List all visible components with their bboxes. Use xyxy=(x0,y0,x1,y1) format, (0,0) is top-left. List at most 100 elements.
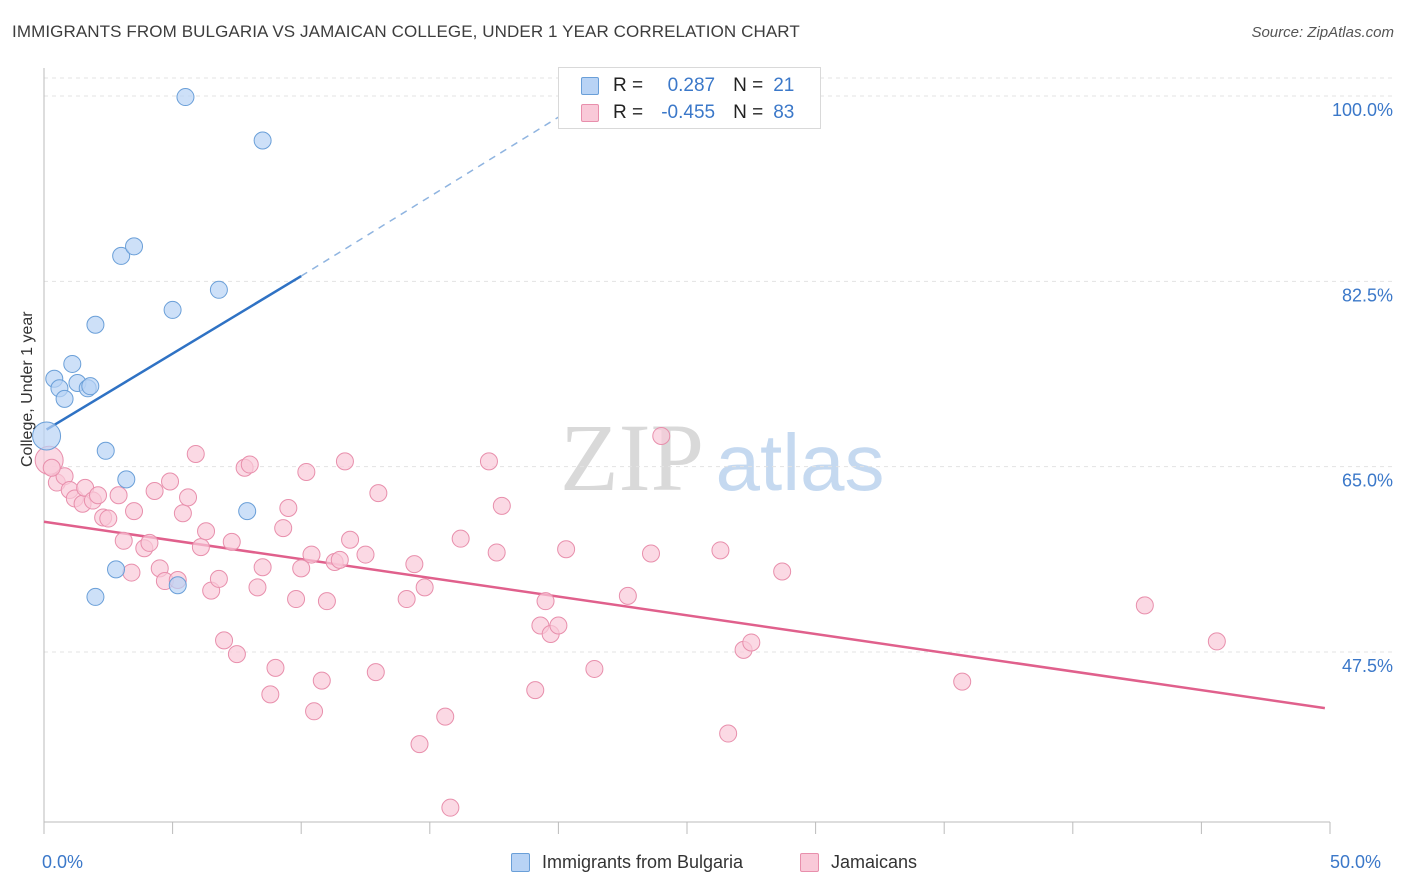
n-value: 21 xyxy=(773,75,795,96)
jamaicans-point xyxy=(109,486,128,505)
jamaicans-point xyxy=(652,426,671,445)
bulgaria-point xyxy=(168,576,187,595)
jamaicans-point xyxy=(274,519,293,538)
jamaicans-point xyxy=(317,592,336,611)
bulgaria-point xyxy=(32,421,62,451)
trend-lines xyxy=(43,100,1326,710)
jamaicans-point xyxy=(366,663,385,682)
jamaicans-point xyxy=(161,472,180,491)
jamaicans-point xyxy=(479,452,498,471)
jamaicans-point xyxy=(122,563,141,582)
jamaicans-point xyxy=(253,558,272,577)
jamaicans-point xyxy=(335,452,354,471)
jamaicans-point xyxy=(487,543,506,562)
r-value: -0.455 xyxy=(661,102,716,123)
jamaicans-point xyxy=(302,545,321,564)
legend-label-jamaicans: Jamaicans xyxy=(831,852,918,872)
bulgaria-point xyxy=(117,470,136,489)
y-tick-label: 47.5% xyxy=(1342,656,1393,676)
jamaicans-point xyxy=(1135,596,1154,615)
jamaicans-point xyxy=(492,496,511,515)
y-tick-label: 65.0% xyxy=(1342,471,1393,491)
jamaicans-point xyxy=(356,545,375,564)
x-tick-label-max: 50.0% xyxy=(1330,852,1382,872)
jamaicans-point xyxy=(415,578,434,597)
jamaicans-trend-line xyxy=(43,520,1326,710)
jamaicans-point xyxy=(557,540,576,559)
bulgaria-legend-swatch xyxy=(511,853,530,872)
jamaicans-point xyxy=(261,685,280,704)
jamaicans-legend-swatch xyxy=(800,853,819,872)
jamaicans-point xyxy=(145,482,164,501)
jamaicans-point xyxy=(89,486,108,505)
jamaicans-point xyxy=(292,559,311,578)
bulgaria-point xyxy=(63,354,82,373)
jamaicans-point xyxy=(140,533,159,552)
gridlines xyxy=(44,77,1395,653)
legend-row-bulgaria: R = 0.287 N = 21 xyxy=(581,73,794,99)
jamaicans-point xyxy=(1207,632,1226,651)
bulgaria-trend-line xyxy=(45,274,302,431)
jamaicans-point xyxy=(585,659,604,678)
jamaicans-point xyxy=(240,455,259,474)
jamaicans-point xyxy=(215,631,234,650)
bulgaria-point xyxy=(81,377,100,396)
jamaicans-point xyxy=(549,616,568,635)
jamaicans-point xyxy=(209,569,228,588)
jamaicans-swatch xyxy=(581,104,599,122)
bulgaria-point xyxy=(55,389,74,408)
jamaicans-point xyxy=(191,538,210,557)
jamaicans-point xyxy=(436,707,455,726)
jamaicans-point xyxy=(266,658,285,677)
bulgaria-point xyxy=(112,246,131,265)
jamaicans-point xyxy=(536,592,555,611)
jamaicans-point xyxy=(179,488,198,507)
watermark-atlas: atlas xyxy=(716,418,885,507)
jamaicans-point xyxy=(641,544,660,563)
bulgaria-point xyxy=(253,131,272,150)
legend-item-jamaicans[interactable]: Jamaicans xyxy=(800,852,917,873)
jamaicans-point xyxy=(297,462,316,481)
jamaicans-point xyxy=(451,529,470,548)
jamaicans-point xyxy=(312,671,331,690)
y-tick-label: 100.0% xyxy=(1332,100,1393,120)
jamaicans-point xyxy=(330,550,349,569)
jamaicans-point xyxy=(618,586,637,605)
jamaicans-point xyxy=(279,498,298,517)
n-label: N = xyxy=(733,102,764,123)
jamaicans-point xyxy=(222,532,241,551)
r-label: R = xyxy=(613,75,644,96)
jamaicans-point xyxy=(125,502,144,521)
legend-row-jamaicans: R = -0.455 N = 83 xyxy=(581,100,794,126)
watermark: ZIP atlas xyxy=(560,404,884,511)
jamaicans-point xyxy=(711,541,730,560)
bulgaria-trend-extension xyxy=(300,100,585,277)
n-label: N = xyxy=(733,75,764,96)
legend-item-bulgaria[interactable]: Immigrants from Bulgaria xyxy=(511,852,743,873)
jamaicans-point xyxy=(114,531,133,550)
bulgaria-point xyxy=(209,280,228,299)
jamaicans-point xyxy=(526,681,545,700)
jamaicans-point xyxy=(248,578,267,597)
jamaicans-point xyxy=(173,504,192,523)
jamaicans-point xyxy=(953,672,972,691)
jamaicans-point xyxy=(410,735,429,754)
bulgaria-point xyxy=(125,237,144,256)
y-axis-label: College, Under 1 year xyxy=(19,311,36,467)
chart-title: IMMIGRANTS FROM BULGARIA VS JAMAICAN COL… xyxy=(12,22,800,41)
bulgaria-point xyxy=(238,502,257,521)
y-tick-label: 82.5% xyxy=(1342,285,1393,305)
legend-label-bulgaria: Immigrants from Bulgaria xyxy=(542,852,744,872)
watermark-zip: ZIP xyxy=(560,404,704,511)
jamaicans-point xyxy=(287,590,306,609)
jamaicans-point xyxy=(227,645,246,664)
x-tick-label-min: 0.0% xyxy=(42,852,84,872)
jamaicans-point xyxy=(186,444,205,463)
bulgaria-points xyxy=(32,88,272,606)
jamaicans-point xyxy=(99,509,118,528)
jamaicans-point xyxy=(405,555,424,574)
r-value: 0.287 xyxy=(667,75,716,96)
n-value: 83 xyxy=(773,102,795,123)
source-label: Source: ZipAtlas.com xyxy=(1251,24,1394,41)
